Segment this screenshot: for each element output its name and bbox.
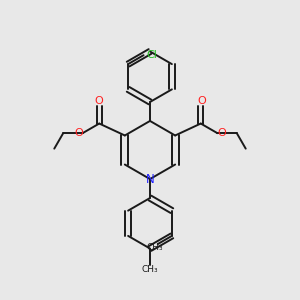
Text: O: O xyxy=(197,96,206,106)
Text: CH₃: CH₃ xyxy=(146,243,163,252)
Text: Cl: Cl xyxy=(146,50,157,60)
Text: N: N xyxy=(146,172,154,186)
Text: O: O xyxy=(94,96,103,106)
Text: CH₃: CH₃ xyxy=(142,265,158,274)
Text: O: O xyxy=(217,128,226,138)
Text: O: O xyxy=(74,128,83,138)
